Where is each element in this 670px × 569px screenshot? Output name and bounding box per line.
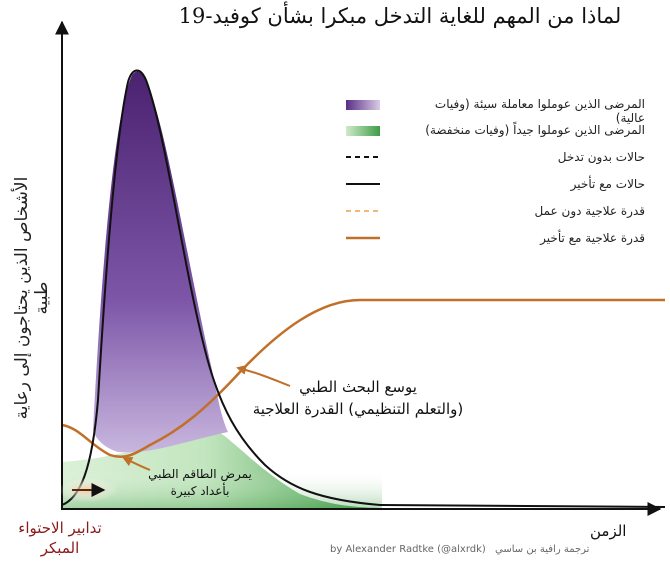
staff-line1: يمرض الطاقم الطبي (148, 467, 252, 481)
treatment-capacity-delay-curve (61, 298, 665, 459)
legend-label: المرضى الذين عوملوا جيداً (وفيات منخفضة) (425, 123, 645, 137)
legend-item-well-treated: المرضى الذين عوملوا جيداً (وفيات منخفضة) (345, 121, 645, 143)
research-annotation: يوسع البحث الطبي (والتعلم التنظيمي) القد… (248, 376, 468, 420)
legend-item-poorly-treated: المرضى الذين عوملوا معاملة سيئة (وفيات ع… (345, 95, 645, 125)
early-containment-line1: تدابير الاحتواء (18, 519, 102, 537)
y-axis-label: الأشخاص الذين يحتاجون إلى رعاية طبية (12, 176, 52, 420)
staff-arrow (122, 457, 151, 471)
legend-swatch-green (346, 126, 380, 136)
research-line2: (والتعلم التنظيمي) القدرة العلاجية (252, 400, 464, 418)
research-arrow (236, 364, 291, 387)
legend-swatch-purple (346, 100, 380, 110)
legend-label: المرضى الذين عوملوا معاملة سيئة (وفيات ع… (434, 97, 645, 125)
legend-item-no-intervention: حالات بدون تدخل (345, 148, 645, 170)
staff-annotation: يمرض الطاقم الطبي بأعداد كبيرة (140, 466, 260, 500)
legend-label: قدرة علاجية دون عمل (534, 204, 646, 218)
legend-label: حالات بدون تدخل (557, 150, 645, 164)
legend-label: قدرة علاجية مع تأخير (540, 231, 645, 245)
early-containment-line2: المبكر (40, 539, 80, 557)
credit-author: by Alexander Radtke (@alxrdk) (330, 544, 486, 555)
diagram-title: لماذا من المهم للغاية التدخل مبكرا بشأن … (178, 4, 622, 28)
staff-line2: بأعداد كبيرة (170, 484, 230, 498)
legend-item-with-delay: حالات مع تأخير (345, 175, 645, 197)
credit-line: by Alexander Radtke (@alxrdk) ترجمة رافي… (330, 544, 595, 555)
x-axis-label: الزمن (590, 522, 627, 540)
cases-with-delay-curve (61, 69, 666, 508)
legend-item-capacity-no-action: قدرة علاجية دون عمل (345, 202, 646, 224)
legend-label: حالات مع تأخير (570, 177, 645, 191)
early-containment-label: تدابير الاحتواء المبكر (0, 518, 120, 558)
research-line1: يوسع البحث الطبي (299, 378, 417, 396)
legend-item-capacity-delay: قدرة علاجية مع تأخير (345, 229, 645, 251)
poorly-treated-area (93, 71, 228, 453)
credit-translator: ترجمة رافية بن ساسي (495, 544, 590, 555)
